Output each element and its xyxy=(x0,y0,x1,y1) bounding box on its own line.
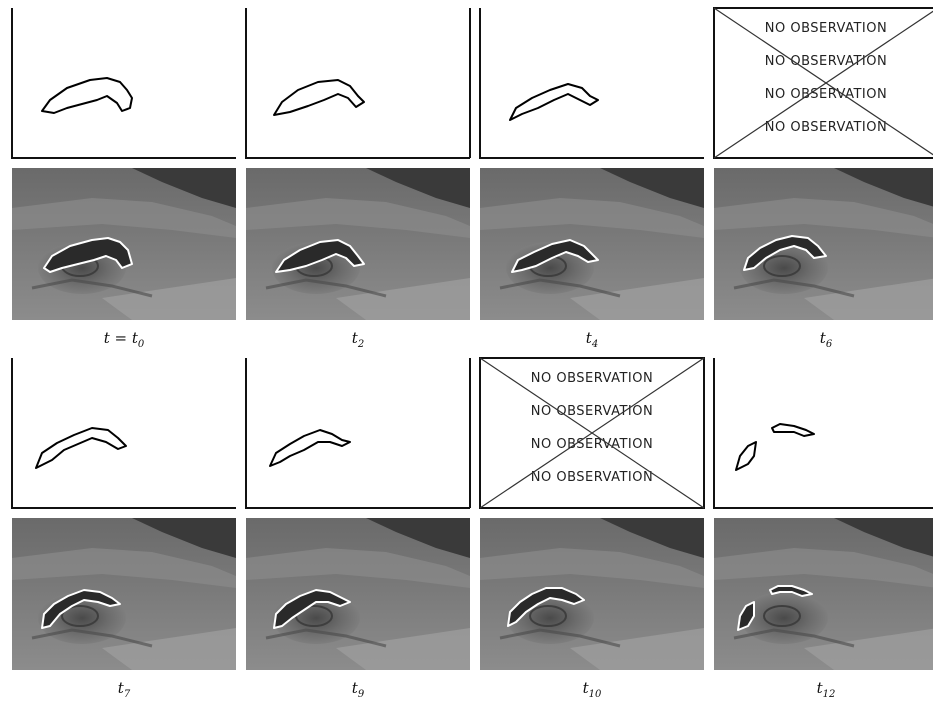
contour-box xyxy=(479,8,704,159)
satellite-image xyxy=(12,168,236,320)
time-label: t2 xyxy=(352,329,364,350)
contour-box xyxy=(11,358,236,509)
contour-box: NO OBSERVATION NO OBSERVATION NO OBSERVATI… xyxy=(713,7,933,159)
region-contour xyxy=(735,441,757,471)
axis-lines xyxy=(245,358,470,509)
panel-3: NO OBSERVATION NO OBSERVATION NO OBSERVATI… xyxy=(713,7,933,350)
satellite-image xyxy=(714,168,933,320)
panel-2: t4 xyxy=(479,8,704,350)
time-label: t10 xyxy=(583,679,602,700)
overlay-contour xyxy=(43,237,133,273)
region-contour xyxy=(41,77,133,114)
no-observation-text: NO OBSERVATION xyxy=(765,87,887,102)
no-observation-text: NO OBSERVATION xyxy=(531,404,653,419)
overlay-contour xyxy=(511,239,599,273)
contour-box xyxy=(245,8,470,159)
no-observation-text: NO OBSERVATION xyxy=(531,470,653,485)
no-observation-text: NO OBSERVATION xyxy=(531,437,653,452)
overlay-contour xyxy=(769,585,813,597)
axis-lines xyxy=(713,358,933,509)
satellite-image xyxy=(480,168,704,320)
overlay-contour xyxy=(743,235,827,271)
panel-4: t7 xyxy=(11,358,236,700)
time-label: t6 xyxy=(820,329,833,350)
cross-line xyxy=(713,10,933,159)
time-label: t = t0 xyxy=(104,329,145,350)
contour-box xyxy=(245,358,470,509)
overlay-contour xyxy=(275,239,365,273)
region-contour xyxy=(771,423,815,437)
overlay-contour xyxy=(273,589,351,629)
axis-lines xyxy=(11,358,236,509)
axis-lines xyxy=(479,8,704,159)
region-contour xyxy=(269,429,351,467)
contour-box xyxy=(713,358,933,509)
panel-5: t9 xyxy=(245,358,471,700)
satellite-image xyxy=(12,518,236,670)
axis-lines xyxy=(245,8,470,159)
cross-line xyxy=(479,357,705,509)
time-label: t7 xyxy=(118,679,131,700)
contour-box: NO OBSERVATION NO OBSERVATION NO OBSERVATI… xyxy=(479,357,705,509)
overlay-contour xyxy=(41,589,121,629)
region-contour xyxy=(35,427,127,469)
region-contour xyxy=(273,79,365,116)
no-observation-text: NO OBSERVATION xyxy=(765,21,887,36)
satellite-image xyxy=(246,168,470,320)
panel-6: NO OBSERVATION NO OBSERVATION NO OBSERVATI… xyxy=(479,357,705,700)
contour-box xyxy=(11,8,236,159)
overlay-contour xyxy=(737,601,755,631)
no-observation-text: NO OBSERVATION xyxy=(765,120,887,135)
satellite-image xyxy=(246,518,470,670)
overlay-contour xyxy=(507,587,585,627)
region-contour xyxy=(509,83,599,121)
time-label: t4 xyxy=(586,329,598,350)
panel-7: t12 xyxy=(713,358,933,700)
no-observation-text: NO OBSERVATION xyxy=(531,371,653,386)
axis-lines xyxy=(11,8,236,159)
time-label: t9 xyxy=(352,679,365,700)
time-label: t12 xyxy=(817,679,836,700)
no-observation-text: NO OBSERVATION xyxy=(765,54,887,69)
satellite-image xyxy=(480,518,704,670)
panel-0: t = t0 xyxy=(11,8,236,350)
panel-1: t2 xyxy=(245,8,471,350)
satellite-image xyxy=(714,518,933,670)
